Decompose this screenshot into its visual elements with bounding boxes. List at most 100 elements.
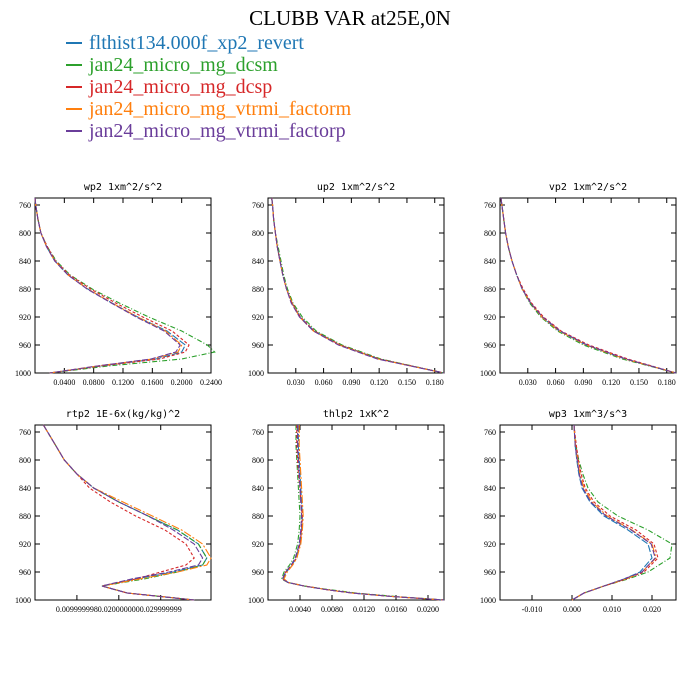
y-tick-label: 760	[252, 201, 264, 210]
series-line-2	[571, 424, 673, 601]
series-line-4	[500, 197, 677, 374]
legend-item: flthist134.000f_xp2_revert	[66, 32, 351, 54]
x-tick-label: 0.150	[630, 378, 648, 387]
series-line-2	[42, 424, 208, 601]
y-tick-label: 800	[484, 456, 496, 465]
y-tick-label: 960	[19, 568, 31, 577]
y-tick-label: 880	[484, 512, 496, 521]
y-tick-label: 920	[252, 313, 264, 322]
legend-label: jan24_micro_mg_vtrmi_factorm	[89, 98, 352, 120]
x-tick-label: 0.020	[643, 605, 661, 614]
legend-item: jan24_micro_mg_vtrmi_factorp	[66, 120, 351, 142]
series-line-4	[283, 425, 445, 601]
y-tick-label: 880	[19, 512, 31, 521]
y-tick-label: 920	[19, 313, 31, 322]
panel-title: up2 1xm^2/s^2	[317, 182, 395, 193]
panel-title: wp2 1xm^2/s^2	[84, 182, 162, 193]
y-tick-label: 760	[19, 201, 31, 210]
x-tick-label: 0.0080	[321, 605, 343, 614]
y-tick-label: 880	[252, 285, 264, 294]
y-tick-label: 840	[252, 484, 264, 493]
x-tick-label: 0.180	[426, 378, 444, 387]
figure-title: CLUBB VAR at25E,0N	[249, 6, 451, 30]
plot-frame	[267, 424, 445, 601]
y-tick-label: 1000	[248, 596, 264, 605]
y-tick-label: 760	[484, 201, 496, 210]
y-tick-label: 1000	[480, 596, 496, 605]
legend: flthist134.000f_xp2_revert jan24_micro_m…	[66, 32, 351, 142]
y-tick-label: 920	[252, 540, 264, 549]
x-tick-label: 0.120	[370, 378, 388, 387]
y-tick-label: 760	[484, 428, 496, 437]
x-tick-label: 0.0160	[385, 605, 407, 614]
y-tick-label: 1000	[15, 369, 31, 378]
series-line-1	[282, 425, 445, 601]
series-line-5	[34, 197, 181, 374]
y-tick-label: 960	[484, 568, 496, 577]
x-tick-label: 0.060	[315, 378, 333, 387]
y-tick-label: 920	[484, 540, 496, 549]
y-tick-label: 880	[252, 512, 264, 521]
x-tick-label: 0.009999998	[56, 605, 98, 614]
series-line-1	[42, 424, 208, 601]
x-tick-label: 0.030	[519, 378, 537, 387]
panel-title: rtp2 1E-6x(kg/kg)^2	[66, 409, 180, 420]
y-tick-label: 840	[19, 257, 31, 266]
y-tick-label: 800	[252, 229, 264, 238]
x-tick-label: 0.030	[287, 378, 305, 387]
y-tick-label: 800	[19, 456, 31, 465]
series-line-2	[500, 197, 677, 374]
plot-frame	[499, 197, 677, 374]
x-tick-label: 0.2000	[171, 378, 193, 387]
series-line-5	[42, 424, 204, 601]
x-tick-label: 0.090	[342, 378, 360, 387]
x-tick-label: 0.0800	[83, 378, 105, 387]
x-tick-label: -0.010	[522, 605, 543, 614]
legend-item: jan24_micro_mg_vtrmi_factorm	[66, 98, 351, 120]
y-tick-label: 1000	[15, 596, 31, 605]
legend-swatch	[66, 42, 82, 44]
series-line-3	[571, 424, 659, 601]
x-tick-label: 0.1200	[112, 378, 134, 387]
series-line-4	[34, 197, 183, 374]
y-tick-label: 840	[19, 484, 31, 493]
series-line-2	[271, 197, 445, 374]
legend-item: jan24_micro_mg_dcsm	[66, 54, 351, 76]
plot-frame	[267, 197, 445, 374]
x-tick-label: 0.060	[547, 378, 565, 387]
y-tick-label: 840	[484, 484, 496, 493]
y-tick-label: 920	[484, 313, 496, 322]
y-tick-label: 840	[252, 257, 264, 266]
x-tick-label: 0.029999999	[140, 605, 182, 614]
y-tick-label: 880	[484, 285, 496, 294]
y-tick-label: 800	[252, 456, 264, 465]
x-tick-label: 0.180	[658, 378, 676, 387]
x-tick-label: 0.120	[602, 378, 620, 387]
plot-frame	[34, 424, 212, 601]
series-line-5	[500, 197, 677, 374]
x-tick-label: 0.1600	[141, 378, 163, 387]
y-tick-label: 880	[19, 285, 31, 294]
series-line-4	[271, 197, 445, 374]
panel-title: thlp2 1xK^2	[323, 409, 389, 420]
y-tick-label: 920	[19, 540, 31, 549]
y-tick-label: 1000	[480, 369, 496, 378]
y-tick-label: 960	[19, 341, 31, 350]
legend-swatch	[66, 64, 82, 66]
legend-label: jan24_micro_mg_vtrmi_factorp	[89, 120, 346, 142]
y-tick-label: 760	[19, 428, 31, 437]
y-tick-label: 960	[484, 341, 496, 350]
x-tick-label: 0.150	[398, 378, 416, 387]
x-tick-label: 0.0040	[289, 605, 311, 614]
x-tick-label: 0.010	[603, 605, 621, 614]
x-tick-label: 0.0200	[417, 605, 439, 614]
panel-title: wp3 1xm^3/s^3	[549, 409, 627, 420]
legend-item: jan24_micro_mg_dcsp	[66, 76, 351, 98]
y-tick-label: 1000	[248, 369, 264, 378]
legend-label: flthist134.000f_xp2_revert	[89, 32, 304, 54]
series-line-3	[34, 197, 190, 374]
y-tick-label: 960	[252, 341, 264, 350]
legend-swatch	[66, 86, 82, 88]
series-line-2	[34, 197, 216, 374]
